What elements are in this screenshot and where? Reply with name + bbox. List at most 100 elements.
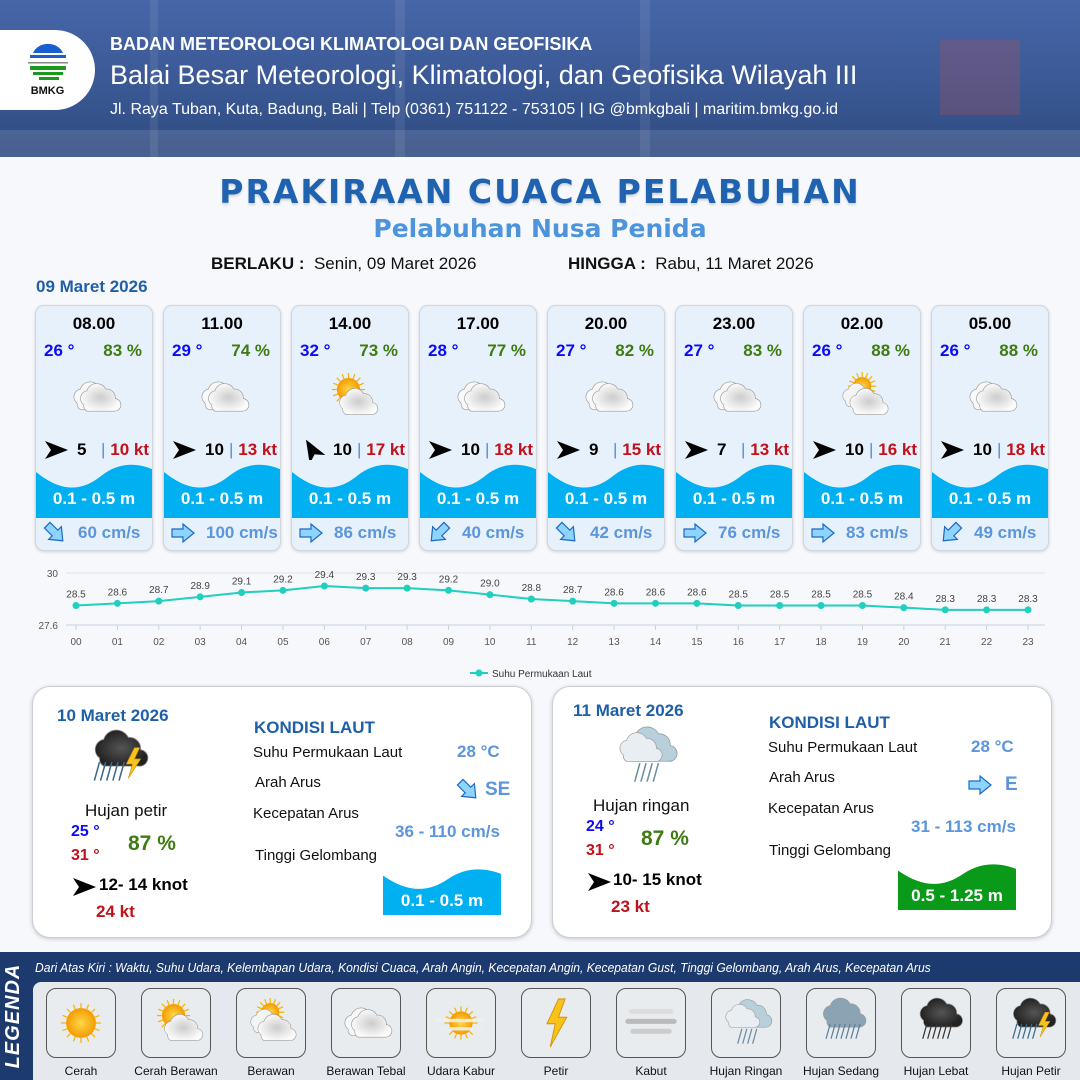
office-name: Balai Besar Meteorologi, Klimatologi, da… (110, 60, 858, 90)
legend-item: Hujan Lebat (891, 988, 981, 1078)
gust-speed: 23 kt (611, 897, 650, 916)
panel-weather-icon (603, 720, 687, 797)
data-point (693, 599, 701, 607)
current-row: 60 cm/s (42, 520, 152, 544)
data-label: 28.6 (604, 587, 624, 598)
data-point (113, 599, 121, 607)
humidity: 83 % (103, 341, 142, 360)
x-tick-label: 15 (691, 637, 703, 648)
current-speed: 76 cm/s (718, 523, 781, 542)
data-point (983, 606, 991, 614)
gust-speed: 17 kt (366, 440, 405, 459)
data-point (734, 602, 742, 609)
valid-from-label: BERLAKU : (211, 254, 305, 273)
day1-date: 09 Maret 2026 (36, 277, 148, 296)
legend-item: Hujan Ringan (701, 988, 791, 1078)
hujan-petir-weather-icon (1012, 997, 1057, 1039)
page-title: PRAKIRAAN CUACA PELABUHAN (219, 172, 861, 211)
wind-speed: 10- 15 knot (613, 870, 702, 889)
legend-item: Hujan Sedang (796, 988, 886, 1078)
data-label: 29.2 (273, 574, 293, 585)
sea-temperature-chart: 30 27.6 00 28.5 01 28.6 02 28.7 03 28.9 04 29.1 05 29… (39, 569, 1045, 680)
udara-kabur-weather-icon (436, 1006, 486, 1040)
data-label: 28.7 (149, 585, 169, 596)
wave-icon (292, 464, 408, 518)
data-point (196, 593, 204, 601)
data-point (776, 602, 784, 609)
panel-date: 11 Maret 2026 (573, 701, 684, 720)
wind-speed: 10 (973, 440, 992, 459)
legend-section: LEGENDA Dari Atas Kiri : Waktu, Suhu Uda… (0, 952, 1080, 1080)
wind-row: 5 | 10 kt (41, 438, 152, 462)
wave-icon (36, 464, 152, 518)
current-direction-icon (811, 522, 835, 544)
air-temperature: 32 ° (300, 341, 331, 360)
current-direction-icon (683, 522, 707, 544)
humidity: 82 % (615, 341, 654, 360)
valid-to: HINGGA : Rabu, 11 Maret 2026 (568, 254, 814, 274)
data-label: 29.4 (315, 570, 335, 581)
current-direction-icon (171, 522, 195, 544)
forecast-time: 14.00 (328, 314, 372, 333)
weather-icon (60, 368, 130, 426)
valid-to-date: Rabu, 11 Maret 2026 (655, 254, 814, 273)
berawan-tebal-weather-icon (201, 381, 250, 412)
data-label: 28.9 (190, 581, 210, 592)
current-row: 49 cm/s (938, 520, 1048, 544)
wind-direction-icon (588, 873, 611, 891)
hujan-petir-weather-icon (93, 729, 149, 781)
wave-height: 0.1 - 0.5 m (308, 489, 392, 508)
data-label: 28.6 (646, 587, 666, 598)
cerah-berawan-weather-icon (331, 372, 379, 415)
wind-direction-icon (73, 878, 96, 896)
separator: | (485, 440, 490, 459)
wind-direction-icon (429, 441, 452, 459)
data-point (858, 602, 866, 609)
data-point (72, 602, 80, 609)
valid-to-label: HINGGA : (568, 254, 646, 273)
x-tick-label: 18 (815, 637, 827, 648)
panel-weather-icon (75, 725, 159, 802)
wave-height: 0.1 - 0.5 m (820, 489, 904, 508)
data-point (279, 586, 287, 594)
wave-height: 0.1 - 0.5 m (692, 489, 776, 508)
data-label: 28.5 (66, 590, 86, 601)
current-direction-icon (43, 521, 64, 542)
separator: | (997, 440, 1002, 459)
berawan-tebal-weather-icon (457, 381, 506, 412)
legend-item-label: Cerah Berawan (134, 1064, 218, 1078)
current-direction-icon (456, 778, 477, 799)
current-direction-icon (299, 522, 323, 544)
x-tick-label: 02 (153, 637, 165, 648)
legend-item-label: Cerah (64, 1064, 98, 1078)
weather-icon (700, 368, 770, 426)
weather-icon (316, 368, 386, 426)
forecast-card: 05.00 26 ° 88 % 10 | 18 kt 0.1 - 0.5 m 49… (931, 305, 1049, 551)
separator: | (741, 440, 746, 459)
gust-speed: 10 kt (110, 440, 149, 459)
sea-condition-title: KONDISI LAUT (254, 718, 375, 737)
port-name: Pelabuhan Nusa Penida (373, 214, 707, 243)
weather-icon (444, 368, 514, 426)
panel-date: 10 Maret 2026 (57, 706, 169, 725)
current-direction-icon (555, 521, 576, 542)
wave-icon (164, 464, 280, 518)
legend-item: Hujan Petir (986, 988, 1076, 1078)
x-tick-label: 09 (443, 637, 455, 648)
gust-speed: 15 kt (622, 440, 661, 459)
hujan-sedang-weather-icon (823, 997, 867, 1039)
forecast-time: 17.00 (456, 314, 500, 333)
weather-condition: Hujan petir (85, 801, 168, 820)
wave-icon (932, 464, 1048, 518)
hujan-ringan-weather-icon (725, 999, 773, 1044)
wind-speed: 10 (205, 440, 224, 459)
data-point (610, 599, 618, 607)
wave-icon (804, 464, 920, 518)
x-tick-label: 20 (898, 637, 910, 648)
forecast-card: 11.00 29 ° 74 % 10 | 13 kt 0.1 - 0.5 m 10… (163, 305, 281, 551)
humidity: 88 % (999, 341, 1038, 360)
data-label: 28.3 (935, 594, 955, 605)
data-point (527, 595, 535, 603)
legend-item-label: Petir (543, 1064, 569, 1078)
data-point (486, 591, 494, 599)
